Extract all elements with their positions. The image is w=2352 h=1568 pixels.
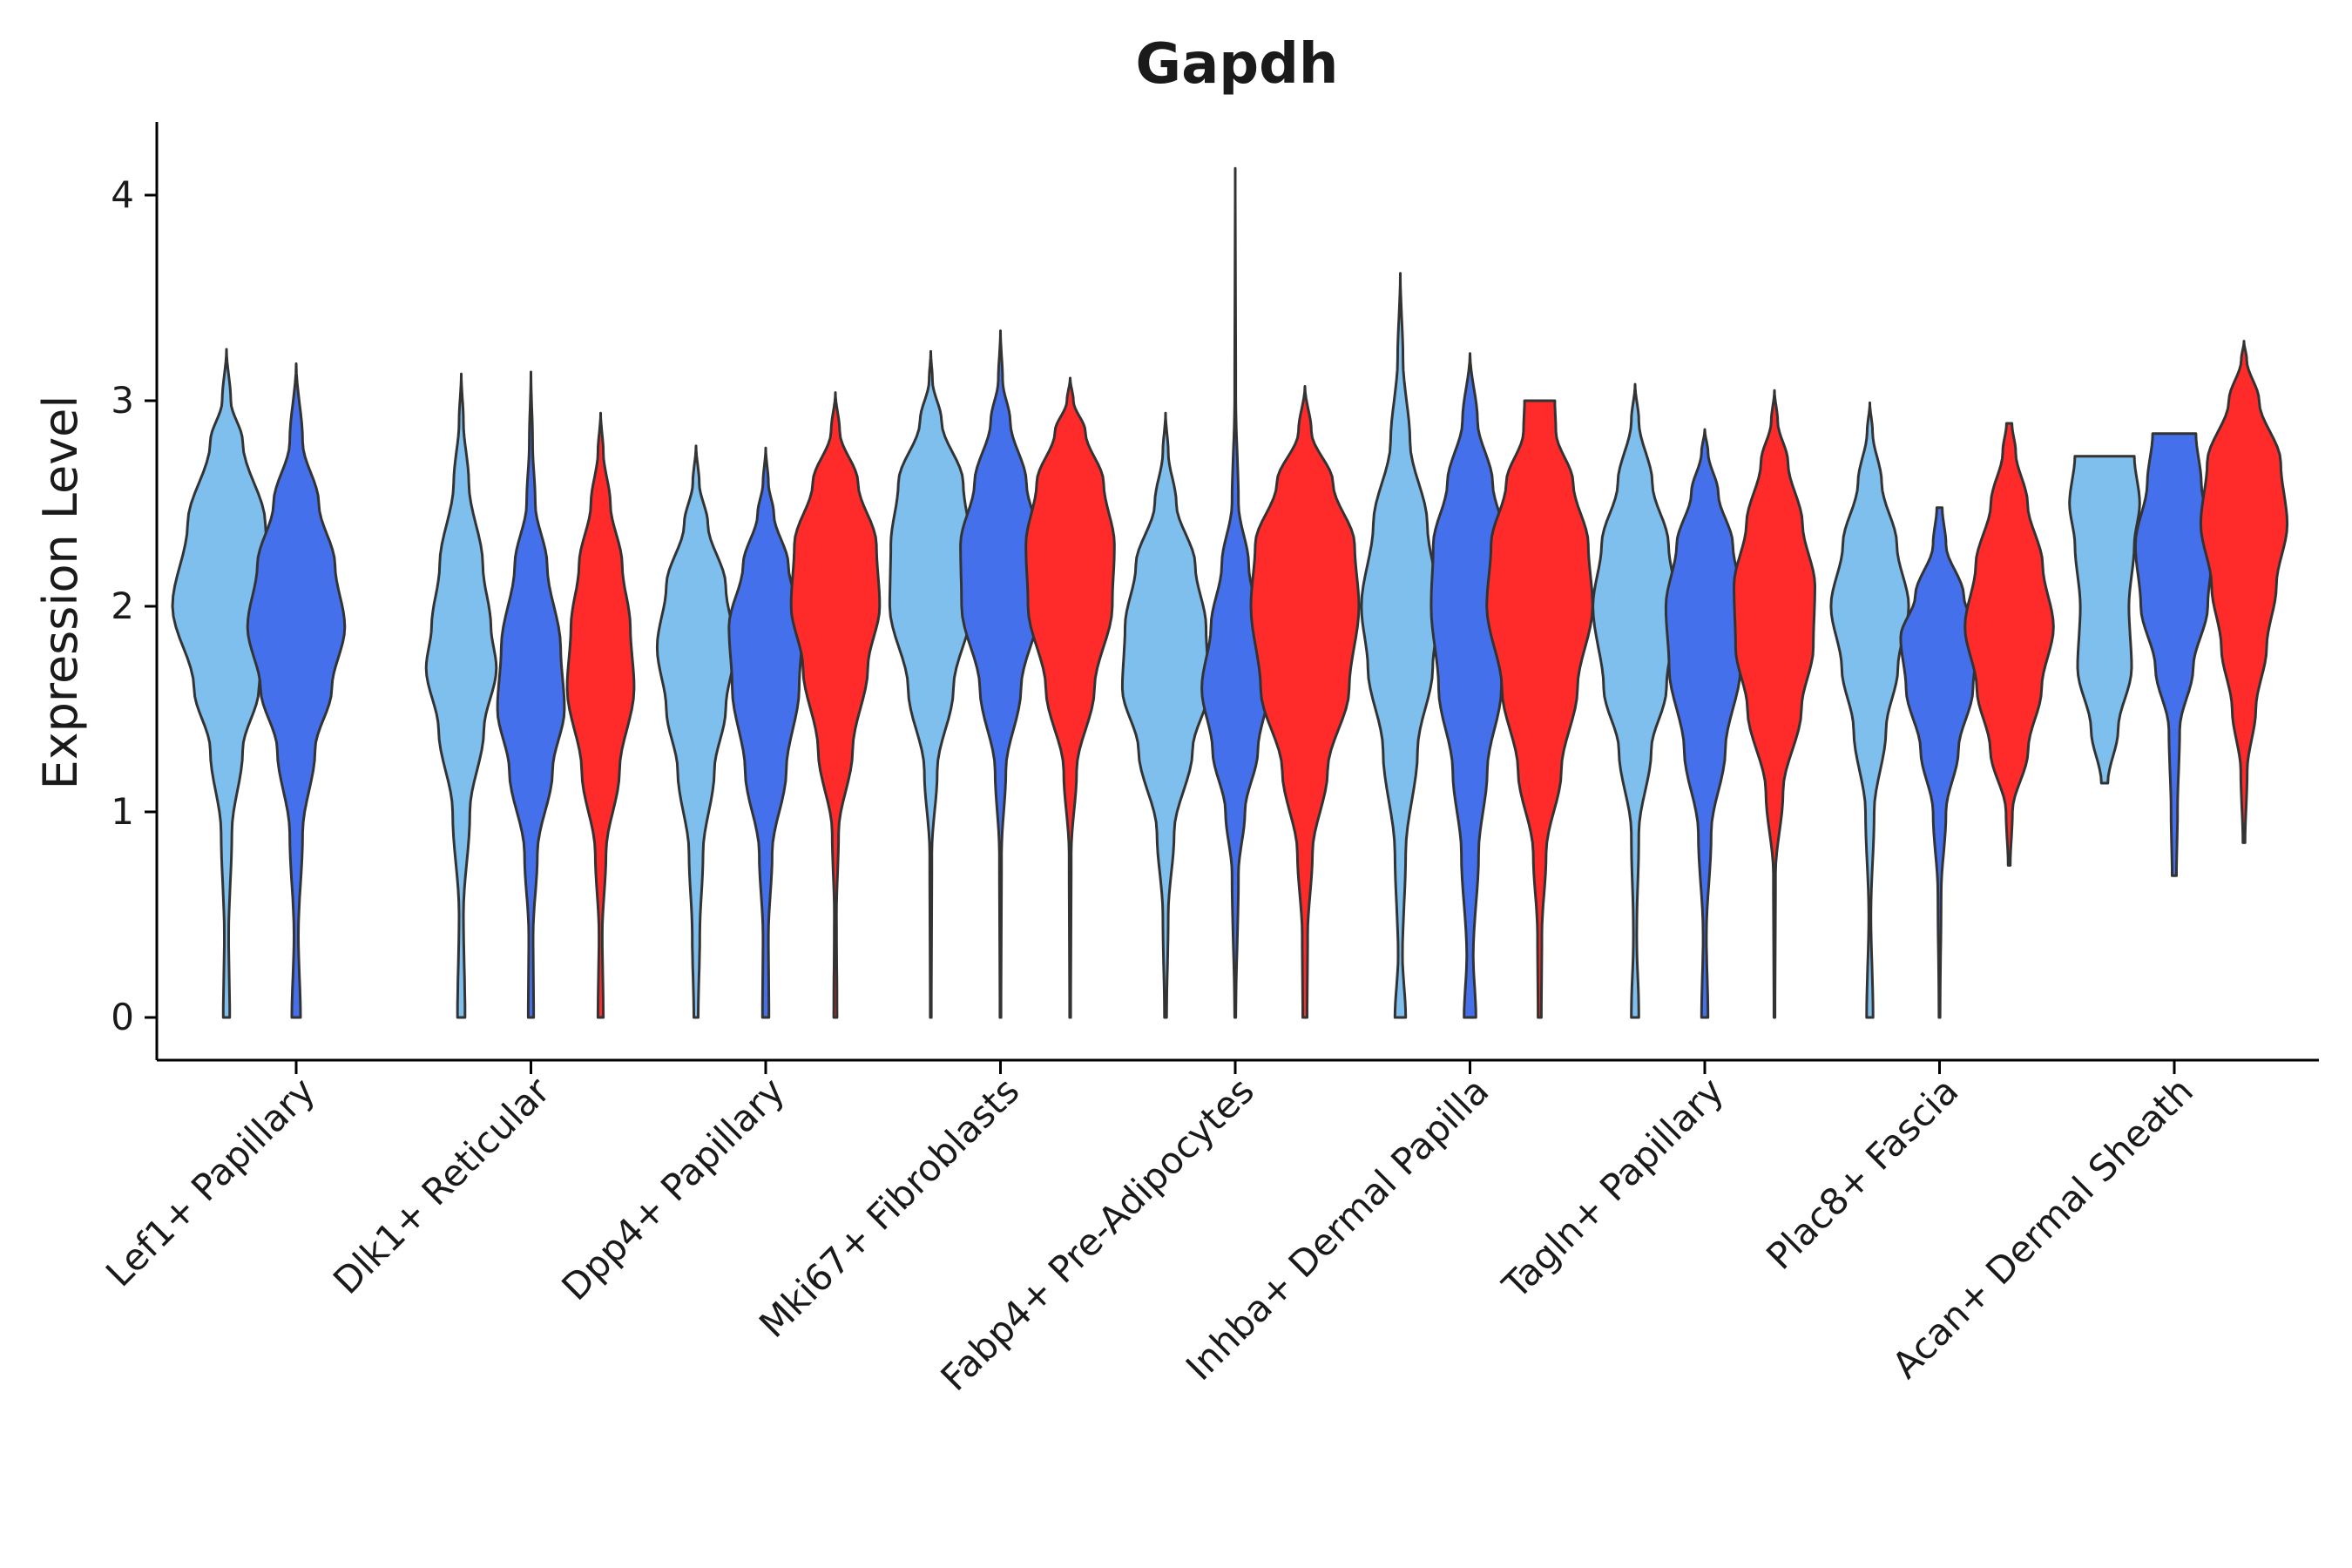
y-tick-label: 1 (111, 790, 134, 833)
violin-lef1-papillary-2 (246, 362, 347, 1019)
violin-plac8-fascia-2 (1899, 506, 1980, 1019)
plot-area: 0 1 2 3 4 Lef1+ Papillary Dlk1+ ReticularDpp4+… (98, 122, 2319, 1399)
violin-acan-dermal-sheath-1 (2068, 455, 2141, 785)
violin-dlk1-reticular-3 (565, 411, 636, 1019)
violin-dpp4-papillary-2 (727, 446, 804, 1019)
y-tick-label: 0 (111, 996, 134, 1038)
violin-dlk1-reticular-1 (424, 372, 498, 1019)
violin-inhba-dermal-papilla-3 (1485, 399, 1594, 1019)
violin-plac8-fascia-3 (1963, 422, 2055, 867)
violin-tagln-papillary-2 (1664, 428, 1746, 1019)
chart-title: Gapdh (1136, 32, 1339, 97)
violin-acan-dermal-sheath-3 (2199, 340, 2289, 844)
violin-fabp4-pre-adipocytes-3 (1249, 385, 1361, 1019)
violin-mki67-fibroblasts-3 (1024, 376, 1116, 1019)
x-tick-label: Plac8+ Fascia (1758, 1069, 1966, 1277)
x-tick-label: Dlk1+ Reticular (325, 1069, 558, 1302)
y-tick-label: 3 (111, 379, 134, 422)
violin-dlk1-reticular-2 (496, 370, 566, 1019)
x-tick-label: Mki67+ Fibroblasts (751, 1069, 1027, 1345)
violin-inhba-dermal-papilla-1 (1360, 272, 1441, 1019)
violin-inhba-dermal-papilla-2 (1429, 352, 1511, 1019)
violin-tagln-papillary-1 (1592, 382, 1679, 1019)
x-tick-label: Lef1+ Papillary (98, 1069, 323, 1294)
x-tick-label: Tagln+ Papillary (1494, 1069, 1732, 1307)
violin-tagln-papillary-3 (1733, 389, 1816, 1019)
violin-mki67-fibroblasts-1 (888, 349, 974, 1019)
violin-fabp4-pre-adipocytes-2 (1200, 166, 1270, 1019)
violin-mki67-fibroblasts-2 (959, 329, 1042, 1019)
violin-acan-dermal-sheath-2 (2133, 432, 2215, 877)
x-tick-label: Dpp4+ Papillary (553, 1069, 793, 1308)
y-axis-label: Expression Level (33, 395, 88, 790)
violin-lef1-papillary-1 (171, 348, 282, 1019)
y-tick-label: 2 (111, 585, 134, 627)
violin-dpp4-papillary-3 (789, 391, 882, 1019)
violin-dpp4-papillary-1 (655, 444, 737, 1019)
violin-fabp4-pre-adipocytes-1 (1120, 411, 1211, 1019)
y-tick-label: 4 (111, 173, 134, 216)
violin-plac8-fascia-1 (1829, 401, 1910, 1019)
